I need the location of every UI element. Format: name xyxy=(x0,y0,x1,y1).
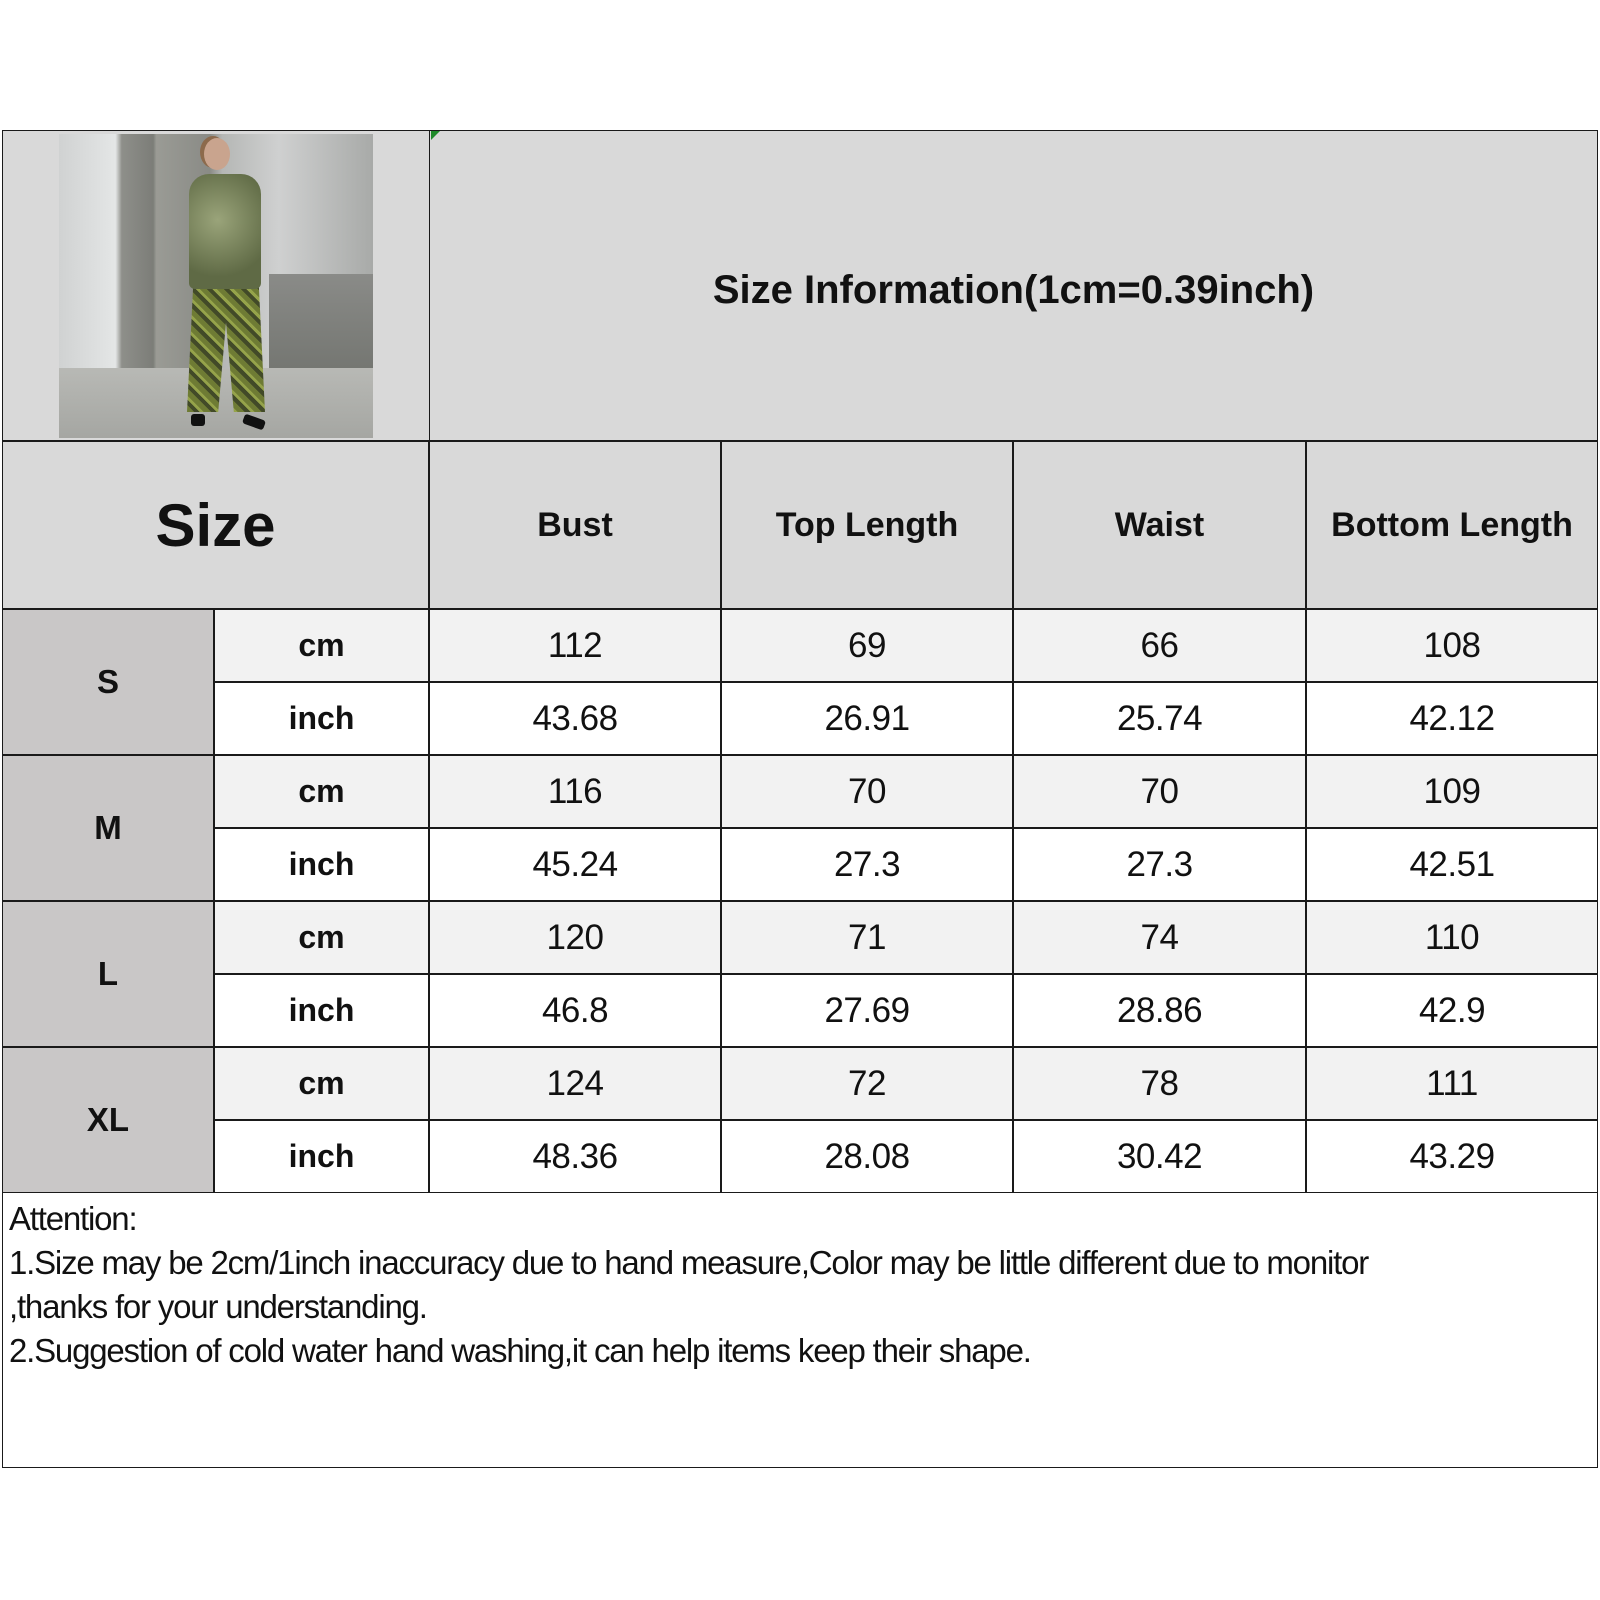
measurement-cell: 43.29 xyxy=(1306,1120,1598,1193)
measurement-cell: 69 xyxy=(721,609,1013,682)
measurement-cell: 26.91 xyxy=(721,682,1013,755)
size-label: S xyxy=(2,609,214,755)
column-header: Waist xyxy=(1013,441,1306,609)
column-header: Top Length xyxy=(721,441,1013,609)
measurement-cell: 71 xyxy=(721,901,1013,974)
size-column-header: Size xyxy=(2,441,429,609)
measurement-cell: 109 xyxy=(1306,755,1598,828)
unit-label: inch xyxy=(214,828,429,901)
unit-label: cm xyxy=(214,755,429,828)
measurement-cell: 27.3 xyxy=(1013,828,1306,901)
size-info-title: Size Information(1cm=0.39inch) xyxy=(429,130,1598,441)
unit-label: inch xyxy=(214,974,429,1047)
measurement-cell: 108 xyxy=(1306,609,1598,682)
measurement-cell: 30.42 xyxy=(1013,1120,1306,1193)
column-header: Bottom Length xyxy=(1306,441,1598,609)
unit-label: cm xyxy=(214,1047,429,1120)
unit-label: cm xyxy=(214,609,429,682)
unit-label: inch xyxy=(214,1120,429,1193)
measurement-cell: 78 xyxy=(1013,1047,1306,1120)
size-label: L xyxy=(2,901,214,1047)
attention-notes: Attention: 1.Size may be 2cm/1inch inacc… xyxy=(2,1193,1598,1468)
measurement-cell: 46.8 xyxy=(429,974,721,1047)
measurement-cell: 70 xyxy=(721,755,1013,828)
measurement-cell: 72 xyxy=(721,1047,1013,1120)
measurement-cell: 28.08 xyxy=(721,1120,1013,1193)
measurement-cell: 111 xyxy=(1306,1047,1598,1120)
unit-label: cm xyxy=(214,901,429,974)
attention-heading: Attention: xyxy=(9,1200,138,1237)
measurement-cell: 42.12 xyxy=(1306,682,1598,755)
measurement-cell: 27.69 xyxy=(721,974,1013,1047)
measurement-cell: 112 xyxy=(429,609,721,682)
measurement-cell: 120 xyxy=(429,901,721,974)
measurement-cell: 45.24 xyxy=(429,828,721,901)
attention-line-1: 1.Size may be 2cm/1inch inaccuracy due t… xyxy=(9,1244,1369,1281)
measurement-cell: 27.3 xyxy=(721,828,1013,901)
cell-marker-icon xyxy=(431,131,440,140)
attention-line-3: 2.Suggestion of cold water hand washing,… xyxy=(9,1332,1032,1369)
column-header: Bust xyxy=(429,441,721,609)
unit-label: inch xyxy=(214,682,429,755)
size-label: XL xyxy=(2,1047,214,1193)
measurement-cell: 70 xyxy=(1013,755,1306,828)
measurement-cell: 42.51 xyxy=(1306,828,1598,901)
measurement-cell: 28.86 xyxy=(1013,974,1306,1047)
measurement-cell: 42.9 xyxy=(1306,974,1598,1047)
measurement-cell: 25.74 xyxy=(1013,682,1306,755)
measurement-cell: 74 xyxy=(1013,901,1306,974)
measurement-cell: 43.68 xyxy=(429,682,721,755)
measurement-cell: 66 xyxy=(1013,609,1306,682)
measurement-cell: 48.36 xyxy=(429,1120,721,1193)
size-label: M xyxy=(2,755,214,901)
measurement-cell: 110 xyxy=(1306,901,1598,974)
measurement-cell: 124 xyxy=(429,1047,721,1120)
product-photo xyxy=(59,134,373,438)
attention-line-2: ,thanks for your understanding. xyxy=(9,1288,428,1325)
measurement-cell: 116 xyxy=(429,755,721,828)
